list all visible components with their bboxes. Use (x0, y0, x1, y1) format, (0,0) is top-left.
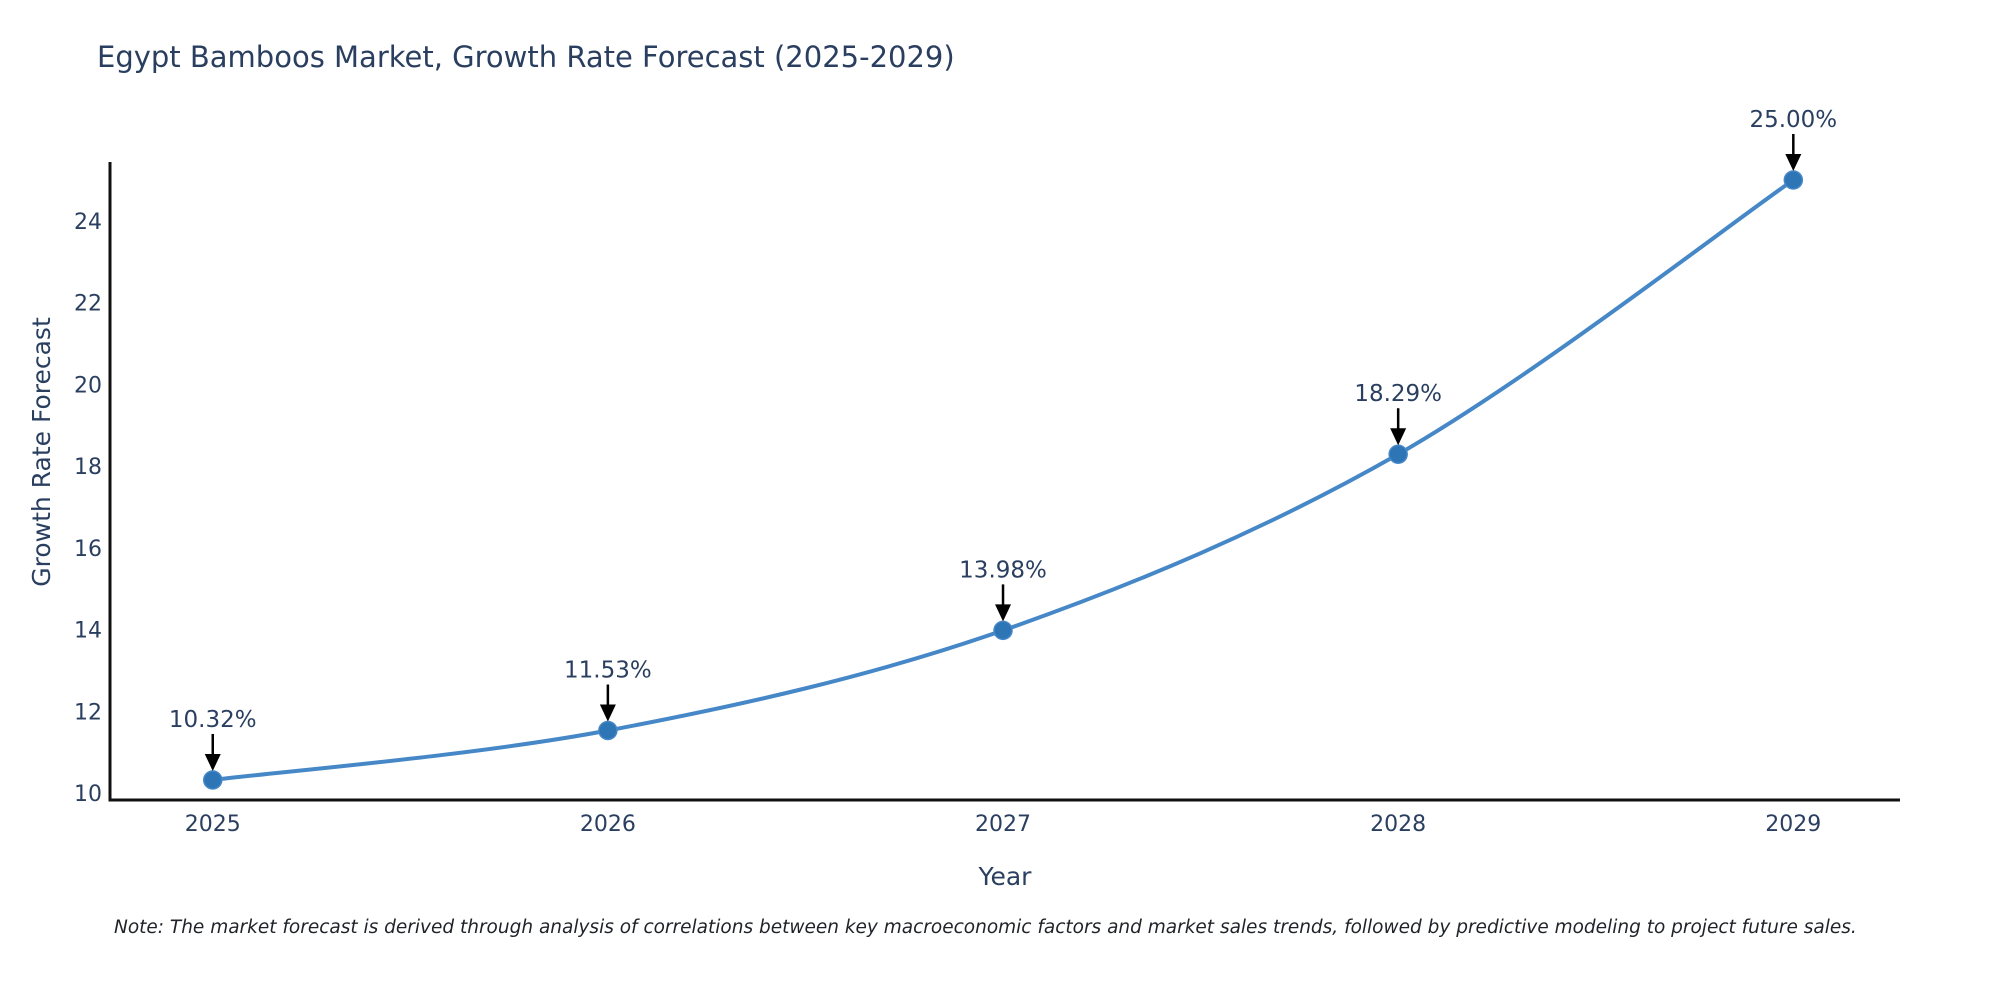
x-tick-label: 2026 (580, 812, 636, 837)
y-tick-label: 16 (74, 537, 102, 562)
annotation-label: 18.29% (1354, 381, 1442, 407)
x-axis-title: Year (978, 862, 1032, 891)
data-point-marker[interactable] (1783, 170, 1804, 190)
data-point-marker[interactable] (598, 720, 618, 741)
y-tick-label: 24 (74, 210, 102, 235)
chart-title: Egypt Bamboos Market, Growth Rate Foreca… (97, 40, 955, 74)
data-point-marker[interactable] (1388, 444, 1408, 464)
x-tick-label: 2028 (1370, 812, 1426, 837)
y-tick-label: 14 (74, 619, 102, 644)
annotation-label: 25.00% (1749, 107, 1837, 133)
annotation-arrowhead-icon (995, 604, 1012, 622)
y-tick-label: 18 (74, 455, 102, 480)
data-point-marker[interactable] (993, 620, 1013, 641)
x-tick-label: 2025 (185, 812, 241, 837)
y-tick-label: 22 (74, 292, 102, 317)
annotation-label: 13.98% (959, 557, 1047, 583)
annotation-arrowhead-icon (1390, 428, 1407, 446)
annotation-arrowhead-icon (599, 704, 616, 722)
series-line (210, 177, 1796, 782)
annotation-label: 10.32% (169, 707, 257, 733)
footnote: Note: The market forecast is derived thr… (114, 917, 1857, 938)
y-tick-label: 12 (74, 700, 102, 725)
x-tick-label: 2029 (1765, 812, 1821, 837)
y-axis-title-text: Growth Rate Forecast (27, 317, 56, 587)
annotation-arrowhead-icon (1785, 153, 1802, 171)
annotation-arrowhead-icon (204, 753, 221, 771)
y-tick-label: 20 (74, 373, 102, 398)
x-tick-label: 2027 (975, 812, 1031, 837)
annotation-label: 11.53% (564, 658, 652, 684)
y-tick-label: 10 (74, 782, 102, 807)
data-point-marker[interactable] (202, 770, 223, 790)
